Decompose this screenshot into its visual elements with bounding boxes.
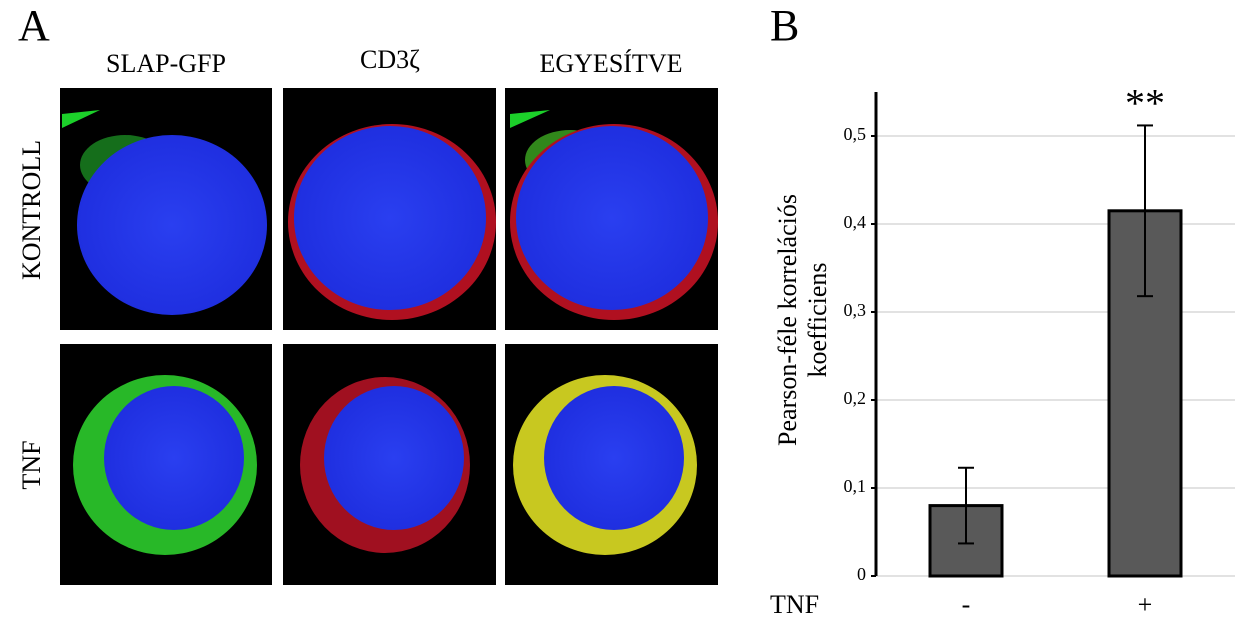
- y-axis-label-line: koefficiens: [803, 262, 832, 377]
- y-tick-label: 0,2: [844, 388, 867, 408]
- significance-label: **: [1125, 81, 1165, 126]
- y-tick-label: 0,3: [844, 300, 867, 320]
- y-axis-label: Pearson-féle korrelációskoefficiens: [773, 194, 832, 446]
- y-tick-label: 0,1: [844, 476, 867, 496]
- panel-b: B 0 0,1 0,2 0,3 0,4 0,5 Pearson-féle korreláci…: [770, 1, 1235, 619]
- panel-label: B: [770, 1, 799, 50]
- y-tick-label: 0,4: [844, 212, 867, 232]
- column-header: CD3ζ: [360, 45, 420, 74]
- panel-label: A: [18, 1, 50, 50]
- panel-a: A SLAP-GFP CD3ζ EGYESÍTVE KONTROLL TNF: [17, 1, 718, 585]
- y-tick-label: 0,5: [844, 124, 867, 144]
- row-label: KONTROLL: [17, 140, 46, 280]
- x-tick-label: -: [962, 590, 971, 619]
- y-axis-label-line: Pearson-féle korrelációs: [773, 194, 802, 446]
- column-header: EGYESÍTVE: [540, 49, 683, 78]
- column-header: SLAP-GFP: [106, 49, 226, 78]
- y-tick-label: 0: [857, 564, 866, 584]
- row-label: TNF: [17, 440, 46, 489]
- x-axis-label: TNF: [770, 590, 819, 619]
- x-tick-label: +: [1138, 590, 1153, 619]
